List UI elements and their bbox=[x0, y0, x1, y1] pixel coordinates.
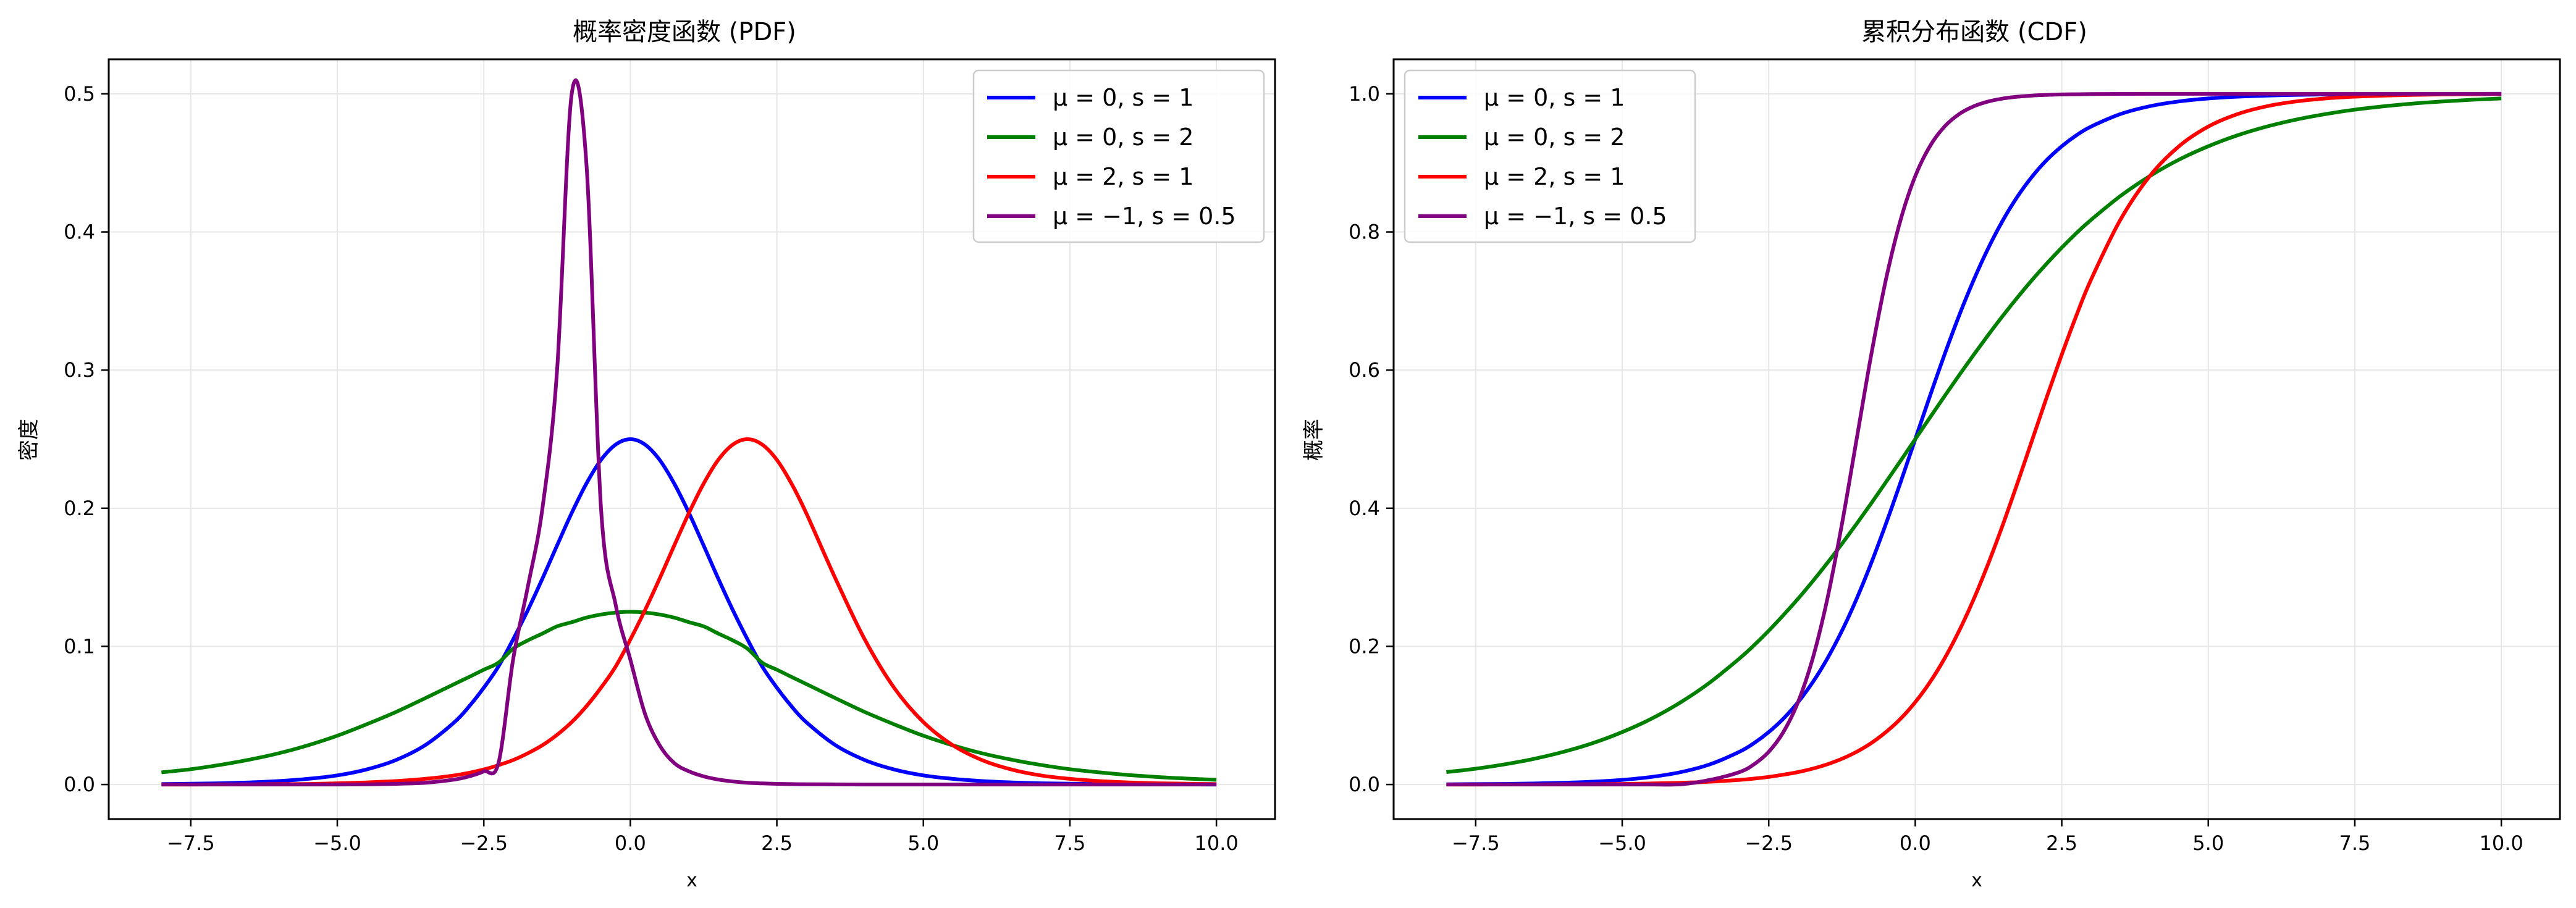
cdf-x-tick-label: −2.5 bbox=[1745, 831, 1793, 855]
cdf-x-tick-label: 0.0 bbox=[1900, 831, 1931, 855]
cdf-lines bbox=[1446, 91, 2502, 787]
pdf-x-tick-label: 0.0 bbox=[615, 831, 646, 855]
pdf-x-tick-label: −5.0 bbox=[313, 831, 361, 855]
cdf-legend: μ = 0, s = 1 μ = 0, s = 2 μ = 2, s = 1 μ = … bbox=[1404, 69, 1696, 243]
cdf-legend-label: μ = −1, s = 0.5 bbox=[1484, 203, 1667, 230]
cdf-x-axis-label: x bbox=[1971, 870, 1982, 891]
pdf-plot-frame bbox=[107, 58, 1276, 820]
pdf-legend-label: μ = 0, s = 1 bbox=[1053, 84, 1193, 111]
cdf-y-tick-label: 0.6 bbox=[1349, 358, 1380, 382]
cdf-x-tick-label: −7.5 bbox=[1452, 831, 1500, 855]
pdf-y-axis-label: 密度 bbox=[17, 419, 41, 461]
cdf-y-tick-label: 0.8 bbox=[1349, 221, 1380, 244]
pdf-x-tick-label: 2.5 bbox=[761, 831, 793, 855]
pdf-series-line-3 bbox=[161, 78, 1217, 787]
pdf-chart-title: 概率密度函数 (PDF) bbox=[573, 18, 796, 46]
pdf-legend-label: μ = 0, s = 2 bbox=[1053, 124, 1193, 151]
pdf-chart: 概率密度函数 (PDF) x 密度 −7.5 −5.0 −2.5 0.0 2.5 5.0 7… bbox=[17, 18, 1276, 891]
pdf-legend-label: μ = −1, s = 0.5 bbox=[1053, 203, 1236, 230]
cdf-x-tick-label: 10.0 bbox=[2480, 831, 2523, 855]
cdf-ticks: −7.5 −5.0 −2.5 0.0 2.5 5.0 7.5 10.0 0.0 0.2 0.4 0.6… bbox=[1349, 82, 2523, 855]
cdf-y-tick-label: 0.4 bbox=[1349, 497, 1380, 520]
pdf-y-tick-label: 0.3 bbox=[64, 358, 95, 382]
pdf-legend: μ = 0, s = 1 μ = 0, s = 2 μ = 2, s = 1 μ = … bbox=[972, 69, 1265, 243]
cdf-x-tick-label: 2.5 bbox=[2046, 831, 2077, 855]
pdf-y-tick-label: 0.5 bbox=[64, 82, 95, 106]
cdf-y-tick-label: 0.2 bbox=[1349, 634, 1380, 658]
pdf-y-tick-label: 0.0 bbox=[64, 773, 95, 796]
cdf-y-tick-label: 0.0 bbox=[1349, 773, 1380, 796]
pdf-y-tick-label: 0.4 bbox=[64, 221, 95, 244]
cdf-chart: 累积分布函数 (CDF) x 概率 −7.5 −5.0 −2.5 0.0 2.5 5.0 7… bbox=[1302, 18, 2561, 891]
pdf-legend-box bbox=[972, 69, 1265, 243]
cdf-chart-title: 累积分布函数 (CDF) bbox=[1861, 18, 2087, 46]
cdf-plot-frame bbox=[1392, 58, 2561, 820]
cdf-series-line-1 bbox=[1446, 96, 2502, 774]
cdf-y-axis-label: 概率 bbox=[1302, 419, 1326, 461]
pdf-x-tick-label: −7.5 bbox=[167, 831, 215, 855]
cdf-x-tick-label: 7.5 bbox=[2339, 831, 2370, 855]
pdf-legend-label: μ = 2, s = 1 bbox=[1053, 163, 1193, 190]
pdf-y-tick-label: 0.1 bbox=[64, 634, 95, 658]
cdf-y-tick-label: 1.0 bbox=[1349, 82, 1380, 106]
pdf-series-line-0 bbox=[161, 437, 1217, 787]
pdf-x-tick-label: 7.5 bbox=[1054, 831, 1085, 855]
cdf-legend-label: μ = 0, s = 2 bbox=[1484, 124, 1625, 151]
cdf-series-line-3 bbox=[1446, 91, 2502, 787]
pdf-x-tick-label: 5.0 bbox=[907, 831, 939, 855]
pdf-x-tick-label: −2.5 bbox=[460, 831, 508, 855]
pdf-series-line-2 bbox=[161, 437, 1217, 787]
cdf-legend-label: μ = 2, s = 1 bbox=[1484, 163, 1625, 190]
pdf-series-line-1 bbox=[161, 610, 1217, 782]
pdf-ticks: −7.5 −5.0 −2.5 0.0 2.5 5.0 7.5 10.0 0.0 0.1 0.2 0.3… bbox=[64, 82, 1239, 855]
pdf-lines bbox=[161, 78, 1217, 787]
cdf-x-tick-label: 5.0 bbox=[2192, 831, 2224, 855]
cdf-x-tick-label: −5.0 bbox=[1598, 831, 1646, 855]
cdf-legend-box bbox=[1404, 69, 1696, 243]
pdf-x-tick-label: 10.0 bbox=[1195, 831, 1239, 855]
cdf-legend-label: μ = 0, s = 1 bbox=[1484, 84, 1625, 111]
pdf-x-axis-label: x bbox=[686, 870, 697, 891]
pdf-y-tick-label: 0.2 bbox=[64, 497, 95, 520]
